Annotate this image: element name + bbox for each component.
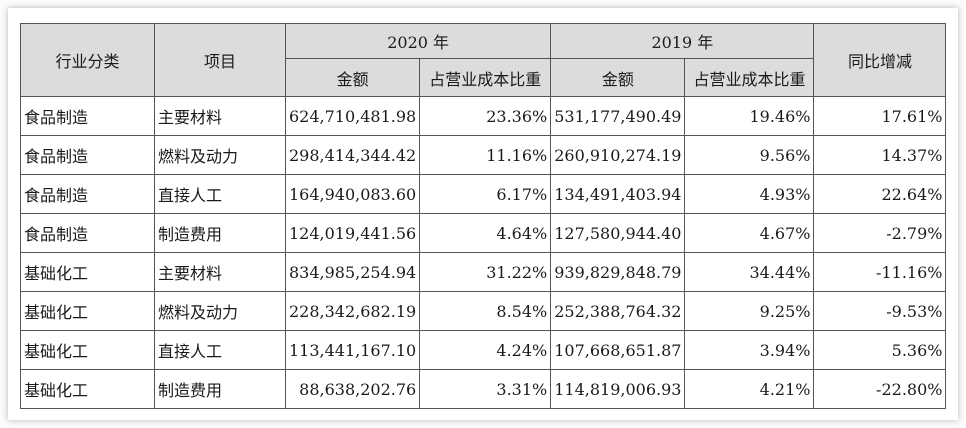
cell-share-2020: 8.54% bbox=[419, 291, 552, 331]
cell-share-2019: 4.67% bbox=[684, 213, 815, 253]
cell-amount-2019: 114,819,006.93 bbox=[550, 369, 686, 409]
table-row: 食品制造 直接人工 164,940,083.60 6.17% 134,491,4… bbox=[20, 174, 947, 214]
cell-industry: 食品制造 bbox=[20, 174, 155, 214]
cell-share-2020: 3.31% bbox=[419, 369, 552, 409]
table-row: 基础化工 燃料及动力 228,342,682.19 8.54% 252,388,… bbox=[20, 291, 947, 331]
cell-share-2019: 4.21% bbox=[684, 369, 815, 409]
cell-share-2019: 9.56% bbox=[684, 135, 815, 175]
table-row: 基础化工 直接人工 113,441,167.10 4.24% 107,668,6… bbox=[20, 330, 947, 370]
cell-industry: 基础化工 bbox=[20, 330, 155, 370]
table-row: 食品制造 制造费用 124,019,441.56 4.64% 127,580,9… bbox=[20, 213, 947, 253]
cell-item: 主要材料 bbox=[154, 96, 286, 136]
header-share-2020: 占营业成本比重 bbox=[419, 58, 552, 97]
cell-yoy: 22.64% bbox=[813, 174, 947, 214]
cell-item: 制造费用 bbox=[154, 213, 286, 253]
cell-item: 直接人工 bbox=[154, 330, 286, 370]
header-industry: 行业分类 bbox=[20, 23, 155, 97]
header-row-secondary: 金额 占营业成本比重 金额 占营业成本比重 bbox=[21, 58, 946, 97]
cell-share-2019: 19.46% bbox=[684, 96, 815, 136]
cell-yoy: -9.53% bbox=[813, 291, 947, 331]
cell-yoy: 17.61% bbox=[813, 96, 947, 136]
cell-share-2020: 4.24% bbox=[419, 330, 552, 370]
header-yoy: 同比增减 bbox=[813, 23, 947, 97]
cell-yoy: 5.36% bbox=[813, 330, 947, 370]
header-amount-2020: 金额 bbox=[284, 58, 421, 97]
header-year-2020: 2020 年 bbox=[284, 23, 552, 59]
cell-share-2020: 6.17% bbox=[419, 174, 552, 214]
cell-industry: 食品制造 bbox=[20, 213, 155, 253]
cell-amount-2019: 107,668,651.87 bbox=[550, 330, 686, 370]
cell-amount-2020: 298,414,344.42 bbox=[284, 135, 421, 175]
cell-share-2019: 4.93% bbox=[684, 174, 815, 214]
cell-item: 制造费用 bbox=[154, 369, 286, 409]
header-year-2019: 2019 年 bbox=[550, 23, 815, 59]
cell-industry: 食品制造 bbox=[20, 135, 155, 175]
cell-industry: 基础化工 bbox=[20, 369, 155, 409]
header-amount-2019: 金额 bbox=[550, 58, 686, 97]
cell-amount-2020: 624,710,481.98 bbox=[284, 96, 421, 136]
cell-industry: 食品制造 bbox=[20, 96, 155, 136]
cell-share-2020: 31.22% bbox=[419, 252, 552, 292]
cell-yoy: -2.79% bbox=[813, 213, 947, 253]
cell-amount-2020: 164,940,083.60 bbox=[284, 174, 421, 214]
cell-yoy: -11.16% bbox=[813, 252, 947, 292]
cell-yoy: -22.80% bbox=[813, 369, 947, 409]
cell-amount-2020: 834,985,254.94 bbox=[284, 252, 421, 292]
table-row: 食品制造 燃料及动力 298,414,344.42 11.16% 260,910… bbox=[20, 135, 947, 175]
cell-share-2019: 3.94% bbox=[684, 330, 815, 370]
cell-amount-2019: 127,580,944.40 bbox=[550, 213, 686, 253]
header-row-primary: 行业分类 项目 2020 年 2019 年 同比增减 bbox=[20, 23, 947, 97]
cell-amount-2020: 124,019,441.56 bbox=[284, 213, 421, 253]
cell-amount-2019: 252,388,764.32 bbox=[550, 291, 686, 331]
cell-industry: 基础化工 bbox=[20, 252, 155, 292]
cell-amount-2019: 531,177,490.49 bbox=[550, 96, 686, 136]
header-share-2019: 占营业成本比重 bbox=[684, 58, 815, 97]
cell-amount-2020: 88,638,202.76 bbox=[284, 369, 421, 409]
cell-share-2020: 4.64% bbox=[419, 213, 552, 253]
cell-item: 直接人工 bbox=[154, 174, 286, 214]
cell-amount-2019: 134,491,403.94 bbox=[550, 174, 686, 214]
table-row: 基础化工 制造费用 88,638,202.76 3.31% 114,819,00… bbox=[20, 369, 947, 409]
cell-amount-2019: 260,910,274.19 bbox=[550, 135, 686, 175]
cell-share-2020: 23.36% bbox=[419, 96, 552, 136]
cell-share-2019: 34.44% bbox=[684, 252, 815, 292]
cell-item: 主要材料 bbox=[154, 252, 286, 292]
cell-item: 燃料及动力 bbox=[154, 135, 286, 175]
document-page: 行业分类 项目 2020 年 2019 年 同比增减 金额 占营业成本比重 金额… bbox=[8, 8, 958, 420]
cell-industry: 基础化工 bbox=[20, 291, 155, 331]
header-item: 项目 bbox=[154, 23, 286, 97]
cell-amount-2019: 939,829,848.79 bbox=[550, 252, 686, 292]
cell-item: 燃料及动力 bbox=[154, 291, 286, 331]
cost-breakdown-table: 行业分类 项目 2020 年 2019 年 同比增减 金额 占营业成本比重 金额… bbox=[20, 23, 947, 409]
cell-share-2020: 11.16% bbox=[419, 135, 552, 175]
cell-yoy: 14.37% bbox=[813, 135, 947, 175]
cell-share-2019: 9.25% bbox=[684, 291, 815, 331]
cell-amount-2020: 113,441,167.10 bbox=[284, 330, 421, 370]
cell-amount-2020: 228,342,682.19 bbox=[284, 291, 421, 331]
table-row: 基础化工 主要材料 834,985,254.94 31.22% 939,829,… bbox=[20, 252, 947, 292]
table-row: 食品制造 主要材料 624,710,481.98 23.36% 531,177,… bbox=[20, 96, 947, 136]
